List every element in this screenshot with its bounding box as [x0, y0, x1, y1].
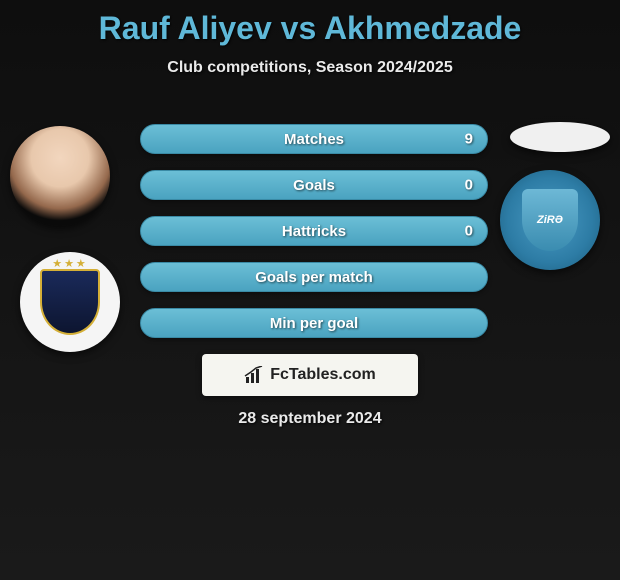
zira-badge-label: ZiRƏ — [522, 189, 578, 251]
stat-label: Goals — [293, 177, 335, 194]
stats-list: Matches 9 Goals 0 Hattricks 0 Goals per … — [140, 124, 488, 354]
page-title: Rauf Aliyev vs Akhmedzade — [0, 0, 620, 47]
stat-value-right: 0 — [465, 223, 473, 240]
player-photo-left — [10, 126, 110, 226]
brand-label: FcTables.com — [270, 366, 376, 384]
stat-label: Goals per match — [255, 269, 373, 286]
stat-row-goals-per-match: Goals per match — [140, 262, 488, 292]
brand-footer[interactable]: FcTables.com — [202, 354, 418, 396]
stat-row-goals: Goals 0 — [140, 170, 488, 200]
stat-row-min-per-goal: Min per goal — [140, 308, 488, 338]
player-photo-right — [510, 122, 610, 152]
stat-label: Hattricks — [282, 223, 346, 240]
stars-icon: ★★★ — [52, 257, 88, 270]
date-label: 28 september 2024 — [0, 410, 620, 428]
stat-value-right: 0 — [465, 177, 473, 194]
stat-label: Matches — [284, 131, 344, 148]
bar-chart-icon — [244, 366, 264, 384]
stat-label: Min per goal — [270, 315, 358, 332]
stat-value-right: 9 — [465, 131, 473, 148]
stat-row-matches: Matches 9 — [140, 124, 488, 154]
subtitle: Club competitions, Season 2024/2025 — [0, 59, 620, 77]
club-badge-right: ZiRƏ — [500, 170, 600, 270]
stat-row-hattricks: Hattricks 0 — [140, 216, 488, 246]
club-badge-left: ★★★ — [20, 252, 120, 352]
shield-icon: ★★★ — [40, 269, 100, 335]
